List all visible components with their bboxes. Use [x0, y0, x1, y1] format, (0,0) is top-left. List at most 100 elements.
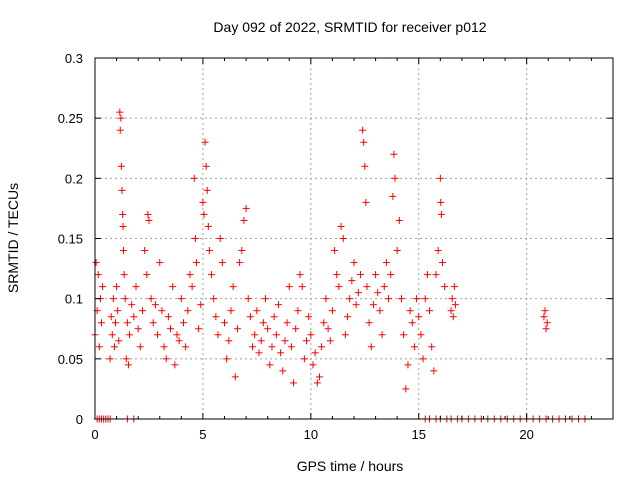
data-point	[365, 319, 373, 327]
data-point	[447, 307, 455, 315]
x-tick-label: 10	[304, 427, 318, 442]
data-point	[279, 367, 287, 375]
data-point	[95, 343, 103, 351]
y-axis-label: SRMTID / TECUs	[5, 183, 21, 293]
x-tick-label: 15	[412, 427, 426, 442]
data-point	[385, 295, 393, 303]
data-point	[387, 271, 395, 279]
data-point	[320, 319, 328, 327]
data-point	[257, 337, 265, 345]
data-point	[402, 385, 410, 393]
data-point	[380, 283, 388, 291]
x-tick-label: 0	[91, 427, 98, 442]
data-point	[188, 283, 196, 291]
data-point	[404, 361, 412, 369]
data-point	[333, 271, 341, 279]
data-point	[238, 247, 246, 255]
data-point	[281, 337, 289, 345]
data-point	[335, 283, 343, 291]
data-point	[202, 162, 210, 170]
data-point	[99, 283, 107, 291]
data-point	[406, 307, 414, 315]
data-point	[287, 343, 295, 351]
data-point	[208, 271, 216, 279]
data-point	[410, 343, 418, 351]
data-point	[350, 259, 358, 267]
data-point	[118, 186, 126, 194]
data-point	[216, 235, 224, 242]
data-point	[169, 283, 177, 291]
y-tick-label: 0	[76, 412, 83, 427]
grid	[95, 58, 613, 419]
data-point	[106, 355, 114, 363]
data-point	[212, 313, 220, 321]
data-point	[201, 138, 209, 146]
data-point	[298, 283, 306, 291]
data-point	[119, 247, 127, 255]
data-point	[285, 283, 293, 291]
data-point	[124, 361, 132, 369]
data-point	[175, 337, 183, 345]
data-point	[112, 319, 120, 327]
data-point	[390, 150, 398, 158]
data-point	[255, 349, 263, 357]
data-point	[274, 301, 282, 309]
x-tick-label: 20	[519, 427, 533, 442]
data-point	[195, 325, 203, 333]
data-point	[352, 301, 360, 309]
data-point	[192, 259, 200, 267]
data-point	[97, 319, 105, 327]
data-point	[171, 361, 179, 369]
data-point	[92, 259, 100, 267]
data-point	[348, 277, 356, 285]
data-point	[218, 259, 226, 267]
data-point	[158, 307, 166, 315]
data-point	[184, 307, 192, 315]
data-point	[337, 222, 345, 230]
data-point	[143, 271, 151, 279]
data-point	[311, 349, 319, 357]
data-point	[426, 307, 434, 315]
data-point	[259, 319, 267, 327]
data-point	[167, 325, 175, 333]
chart-title: Day 092 of 2022, SRMTID for receiver p01…	[213, 19, 486, 35]
data-points	[91, 108, 589, 423]
data-point	[210, 295, 218, 303]
data-point	[130, 313, 138, 321]
data-point	[144, 210, 152, 218]
data-point	[160, 343, 168, 351]
data-point	[300, 355, 308, 363]
data-point	[227, 307, 235, 315]
y-tick-label: 0.1	[65, 292, 83, 307]
data-point	[451, 301, 459, 309]
data-point	[244, 295, 252, 303]
data-point	[204, 222, 212, 230]
data-point	[363, 283, 371, 291]
data-point	[151, 301, 159, 309]
data-point	[437, 198, 445, 206]
data-point	[324, 325, 332, 333]
data-point	[262, 295, 270, 303]
data-point	[197, 301, 205, 309]
data-point	[543, 319, 551, 327]
data-point	[205, 247, 213, 255]
data-point	[117, 162, 125, 170]
data-point	[134, 325, 142, 333]
data-point	[233, 325, 241, 333]
data-point	[246, 313, 254, 321]
data-point	[448, 295, 456, 303]
data-point	[120, 271, 128, 279]
data-point	[449, 313, 457, 321]
data-point	[116, 108, 124, 116]
data-point	[322, 295, 330, 303]
y-tick-label: 0.15	[58, 232, 83, 247]
data-point	[450, 283, 458, 291]
data-point	[372, 271, 380, 279]
data-point	[376, 307, 384, 315]
data-point	[341, 331, 349, 339]
data-point	[292, 325, 300, 333]
data-point	[400, 331, 408, 339]
data-point	[122, 355, 130, 363]
data-point	[397, 295, 405, 303]
